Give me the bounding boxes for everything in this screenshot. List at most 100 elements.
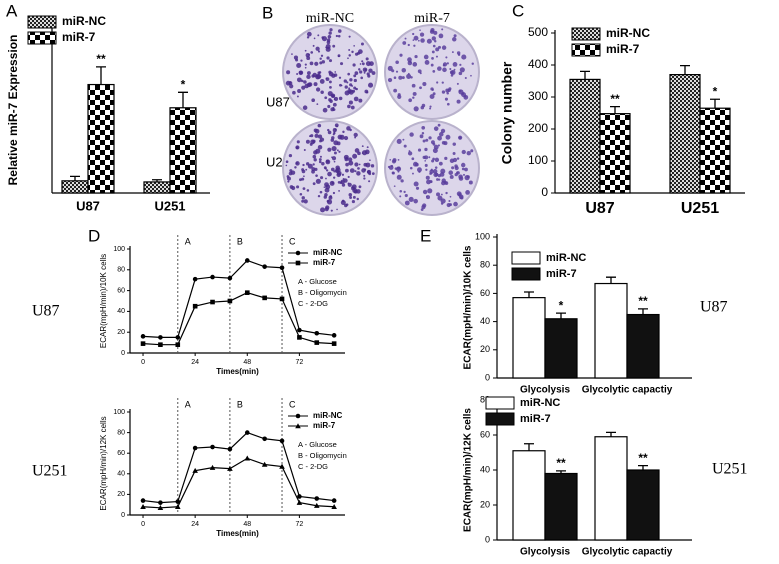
colony (424, 163, 428, 167)
colony (321, 36, 328, 42)
colony (320, 90, 324, 94)
y-tick-label: 40 (480, 316, 490, 326)
colony (437, 66, 442, 71)
colony (393, 88, 398, 93)
y-tick-label: 80 (117, 267, 125, 274)
colony (399, 53, 403, 57)
error-bar (610, 105, 620, 114)
colony (304, 83, 309, 89)
colony (348, 54, 351, 57)
colony (337, 134, 343, 140)
legend-swatch (485, 396, 515, 410)
colony (407, 72, 410, 75)
y-tick-label: 100 (113, 246, 125, 253)
colony (295, 146, 299, 150)
colony (289, 169, 293, 173)
phase-label: C (289, 236, 296, 246)
colony (433, 172, 439, 178)
y-tick-label: 400 (528, 57, 548, 71)
colony (286, 70, 291, 75)
colony (291, 185, 296, 191)
colony (452, 142, 456, 146)
colony (452, 152, 456, 156)
colony (327, 130, 332, 135)
colony (360, 76, 364, 80)
colony (327, 128, 330, 132)
colony (388, 165, 394, 170)
x-tick-label: 48 (243, 521, 251, 528)
y-tick-label: 0 (541, 185, 548, 199)
legend-swatch (485, 412, 515, 426)
marker (331, 341, 337, 346)
colony (319, 61, 323, 65)
colony (412, 91, 417, 96)
colony (413, 35, 419, 41)
marker (313, 502, 320, 508)
significance: ** (638, 294, 648, 308)
colony (353, 78, 357, 83)
marker (262, 295, 267, 301)
x-axis-label: Times(min) (216, 367, 259, 376)
colony (339, 83, 342, 87)
colony (393, 185, 396, 188)
colony (429, 180, 433, 184)
colony (349, 168, 355, 173)
colony (425, 175, 430, 180)
colony (407, 57, 412, 63)
colony (327, 34, 332, 39)
significance: ** (610, 92, 620, 106)
colony (320, 54, 324, 57)
colony (336, 149, 339, 152)
colony (333, 98, 336, 100)
colony (358, 68, 361, 71)
colony (451, 51, 454, 54)
colony (348, 87, 351, 90)
colony (332, 102, 337, 107)
colony (436, 192, 441, 197)
legend-label: miR-7 (546, 268, 577, 280)
colony (303, 80, 307, 84)
bar (512, 450, 546, 541)
colony (436, 81, 439, 84)
colony (333, 96, 339, 101)
colony (338, 76, 342, 79)
legend-marker (295, 260, 301, 266)
colony (424, 155, 429, 160)
x-tick-label: Glycolysis (520, 385, 570, 396)
colony (325, 44, 331, 49)
error-bar (638, 308, 648, 315)
colony (399, 189, 403, 193)
colony (348, 160, 354, 166)
colony (299, 192, 303, 196)
error-bar (178, 91, 188, 108)
note: A - Glucose (298, 277, 337, 286)
colony (426, 179, 431, 185)
colony (408, 150, 411, 152)
panel-letter: B (262, 3, 273, 22)
colony (456, 51, 461, 55)
colony (331, 156, 337, 161)
colony (340, 62, 344, 66)
colony (318, 158, 322, 161)
colony (301, 85, 306, 90)
colony (448, 170, 454, 175)
marker (192, 303, 198, 309)
series-line (142, 292, 335, 346)
colony (305, 162, 310, 166)
y-tick-label: 80 (117, 429, 125, 436)
significance: ** (556, 456, 566, 470)
colony (345, 168, 349, 173)
colony (396, 174, 402, 180)
colony (361, 60, 364, 63)
marker (175, 499, 181, 504)
colony (411, 83, 416, 88)
colony (303, 175, 305, 178)
colony (438, 132, 444, 137)
x-tick-label: Glycolytic capactiy (582, 547, 673, 558)
colony (421, 103, 426, 108)
error-bar (524, 443, 534, 451)
colony (431, 57, 434, 60)
colony (327, 91, 333, 97)
colony (444, 156, 448, 160)
significance: ** (638, 451, 648, 465)
